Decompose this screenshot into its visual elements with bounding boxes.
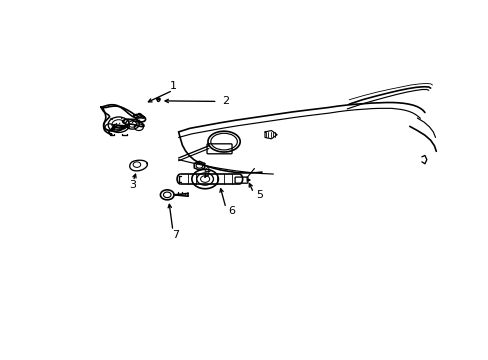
Circle shape [132, 122, 133, 123]
Text: 3: 3 [129, 180, 136, 190]
Circle shape [128, 127, 129, 128]
Circle shape [116, 123, 117, 124]
Circle shape [114, 127, 116, 128]
Circle shape [139, 120, 140, 121]
Circle shape [122, 125, 124, 126]
Circle shape [127, 121, 129, 122]
Circle shape [111, 119, 113, 120]
Circle shape [123, 120, 125, 121]
Circle shape [115, 127, 117, 128]
Circle shape [121, 118, 122, 119]
Text: 7: 7 [172, 230, 179, 240]
Circle shape [111, 118, 113, 119]
Circle shape [110, 118, 112, 119]
Text: 1: 1 [169, 81, 176, 91]
Circle shape [119, 123, 120, 124]
Circle shape [127, 128, 129, 129]
Circle shape [135, 126, 136, 127]
Text: 5: 5 [256, 190, 263, 200]
Text: 2: 2 [222, 96, 229, 107]
Text: 6: 6 [228, 207, 235, 216]
Circle shape [130, 124, 132, 125]
Circle shape [119, 127, 120, 129]
Circle shape [128, 127, 129, 128]
Circle shape [118, 125, 120, 126]
Text: 4: 4 [203, 166, 210, 176]
